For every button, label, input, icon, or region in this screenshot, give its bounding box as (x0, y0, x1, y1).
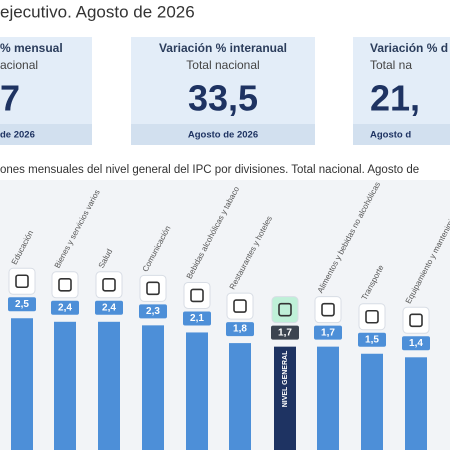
icon-glyph (146, 281, 160, 296)
bar (142, 325, 164, 450)
icon-box (358, 303, 386, 331)
value-label: 2,5 (15, 299, 29, 310)
value-box (402, 336, 430, 351)
value-box (51, 300, 79, 315)
icon-glyph (321, 302, 335, 317)
bar (54, 321, 76, 450)
icon-box (402, 306, 430, 334)
value-label: 2,3 (146, 306, 160, 317)
bar (98, 321, 120, 450)
card-title: % mensual (0, 41, 63, 55)
bar (11, 318, 33, 450)
card-subtitle: Total nacional (186, 58, 259, 72)
value-box (358, 332, 386, 347)
card-footer-band (353, 124, 450, 145)
bar (317, 346, 339, 450)
value-label: 1,8 (233, 324, 247, 335)
icon-box (8, 267, 36, 295)
icon-box (271, 296, 299, 324)
icon-glyph (58, 277, 72, 292)
bar (186, 332, 208, 450)
value-box (183, 311, 211, 326)
icon-glyph (365, 309, 379, 324)
card-value: 33,5 (188, 78, 258, 119)
bar (405, 357, 427, 450)
card-footer-band (131, 124, 315, 145)
icon-box (139, 274, 167, 302)
icon-glyph (102, 277, 116, 292)
card-footer: Agosto d (370, 130, 411, 141)
card-value: 21, (370, 78, 420, 119)
icon-glyph (233, 299, 247, 313)
page-title: ejecutivo. Agosto de 2026 (0, 2, 195, 21)
icon-box (183, 281, 211, 309)
card-footer: Agosto de 2026 (188, 130, 258, 141)
value-label: 1,4 (409, 338, 423, 349)
value-label: 2,1 (190, 313, 204, 324)
value-label: 1,7 (278, 327, 292, 338)
card-footer: de 2026 (0, 130, 35, 141)
value-box (139, 304, 167, 319)
icon-glyph (190, 288, 204, 303)
icon-box (95, 271, 123, 299)
card-footer-band (0, 124, 92, 145)
bar (274, 346, 296, 450)
value-label: 1,7 (321, 327, 335, 338)
card-subtitle: acional (0, 58, 38, 72)
card-title: Variación % d (370, 41, 448, 55)
icon-box (51, 271, 79, 299)
icon-glyph (15, 274, 29, 289)
value-box (271, 325, 299, 340)
category-label: NIVEL GENERAL (282, 350, 289, 407)
value-box (8, 297, 36, 312)
value-label: 2,4 (102, 302, 116, 313)
icon-glyph (409, 313, 423, 328)
value-box (95, 300, 123, 315)
card-title: Variación % interanual (159, 41, 287, 55)
icon-glyph (278, 302, 292, 317)
value-box (314, 325, 342, 340)
bar (361, 353, 383, 450)
icon-box (314, 296, 342, 324)
value-label: 2,4 (58, 302, 72, 313)
icon-box (226, 292, 254, 320)
value-box (226, 322, 254, 337)
card-value: 7 (0, 78, 20, 119)
bar (229, 343, 251, 450)
value-label: 1,5 (365, 334, 379, 345)
chart-title: ones mensuales del nivel general del IPC… (0, 164, 419, 176)
card-subtitle: Total na (370, 58, 412, 72)
